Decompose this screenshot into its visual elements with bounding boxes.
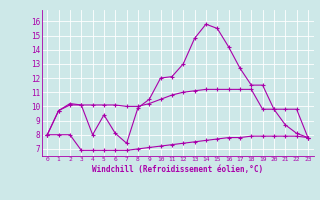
X-axis label: Windchill (Refroidissement éolien,°C): Windchill (Refroidissement éolien,°C)	[92, 165, 263, 174]
